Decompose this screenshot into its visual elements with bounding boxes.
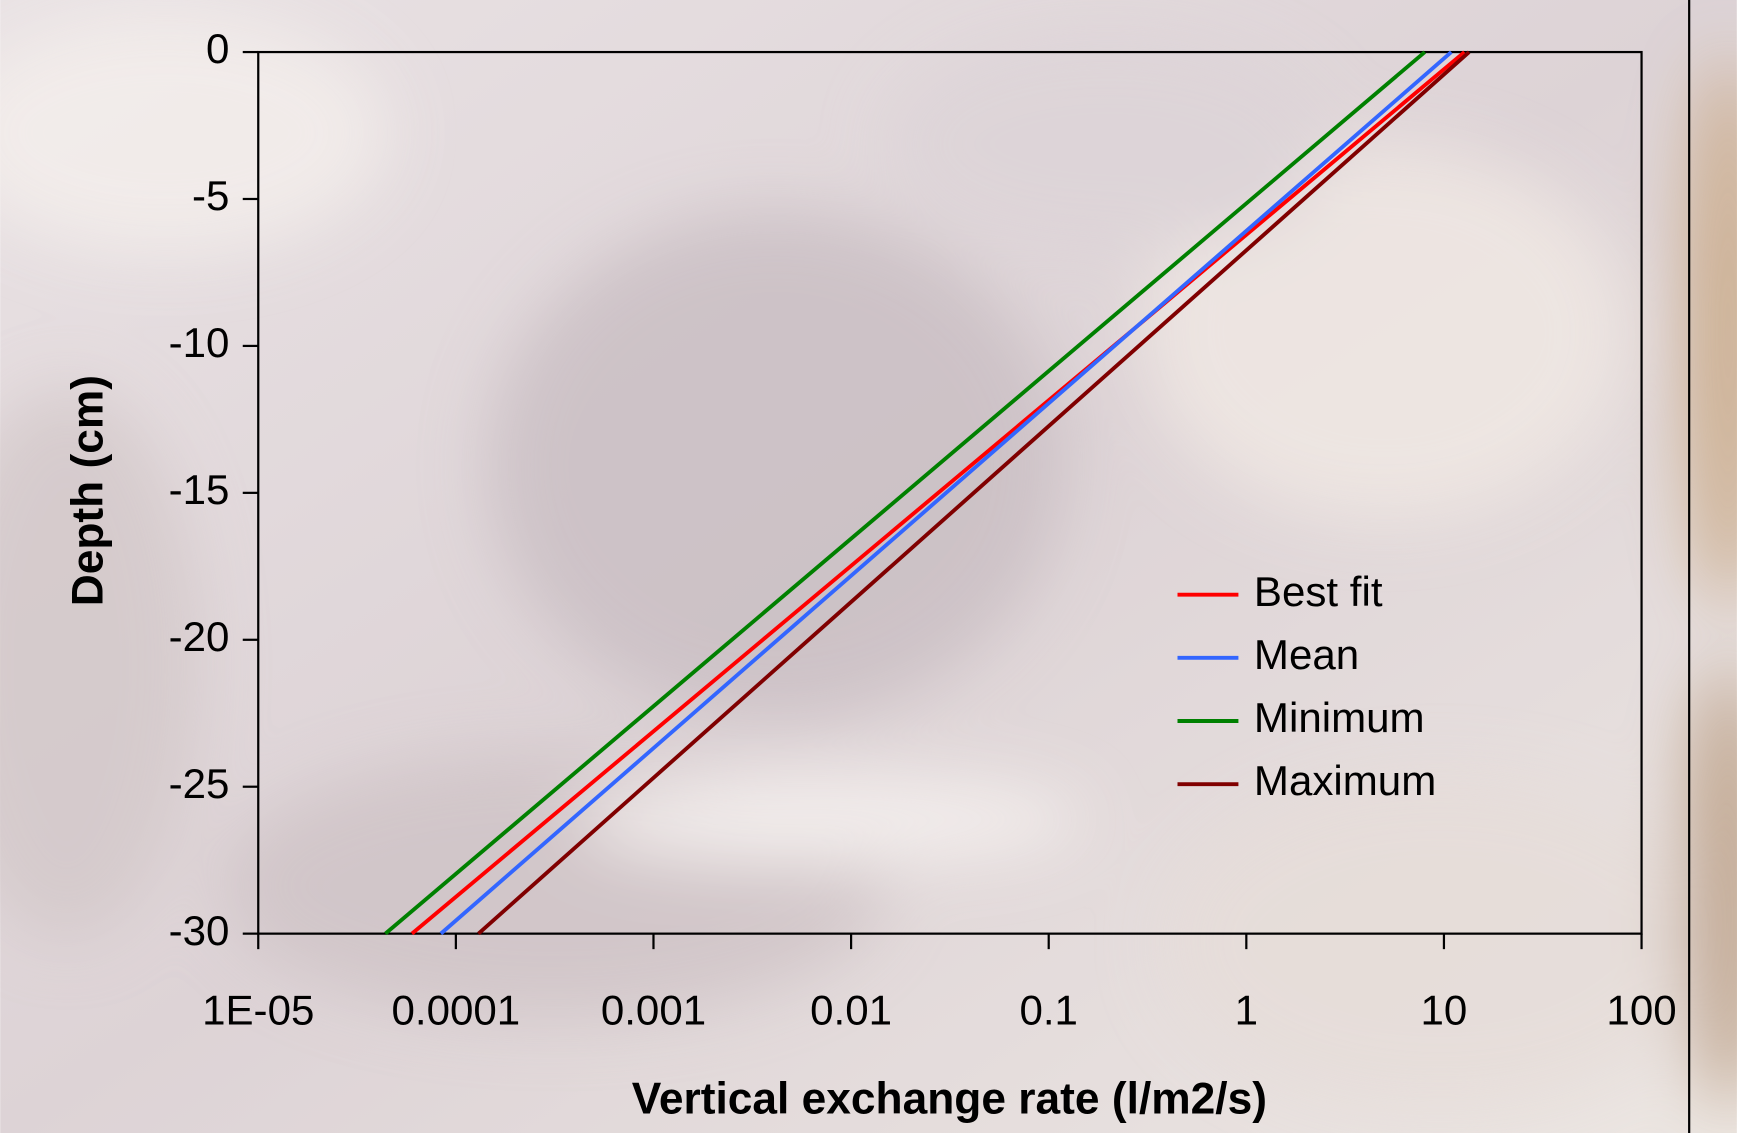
x-tick-label: 100	[1606, 986, 1676, 1033]
legend-label: Maximum	[1254, 757, 1436, 804]
y-tick-label: -5	[192, 172, 229, 219]
y-axis-title: Depth (cm)	[64, 375, 113, 606]
y-tick-label: -10	[169, 319, 230, 366]
x-axis-title: Vertical exchange rate (l/m2/s)	[632, 1075, 1267, 1124]
x-tick-label: 0.0001	[392, 986, 521, 1033]
y-tick-label: -25	[169, 760, 230, 807]
legend-label: Mean	[1254, 631, 1359, 678]
chart: Vertical exchange rate (l/m2/s) Depth (c…	[0, 0, 1737, 1133]
legend-label: Best fit	[1254, 568, 1383, 615]
page: {"chart_data": {"type": "line", "xlabel"…	[0, 0, 1737, 1133]
y-tick-label: -30	[169, 907, 230, 954]
x-tick-label: 0.001	[601, 986, 706, 1033]
y-tick-label: -15	[169, 466, 230, 513]
x-tick-label: 1E-05	[202, 986, 314, 1033]
x-tick-label: 0.1	[1019, 986, 1077, 1033]
y-tick-label: 0	[206, 25, 229, 72]
x-tick-label: 1	[1235, 986, 1258, 1033]
background-photo	[0, 0, 1737, 1133]
x-tick-label: 10	[1421, 986, 1468, 1033]
y-tick-label: -20	[169, 613, 230, 660]
x-tick-label: 0.01	[810, 986, 892, 1033]
legend-label: Minimum	[1254, 694, 1425, 741]
